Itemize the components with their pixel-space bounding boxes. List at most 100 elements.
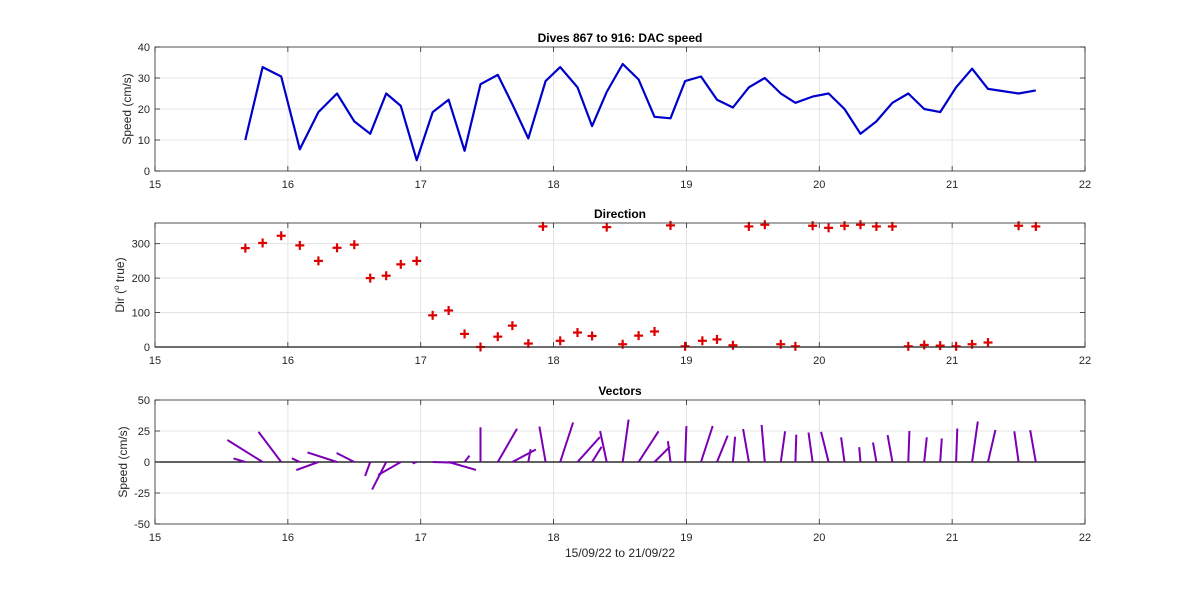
x-tick-label: 19: [680, 179, 692, 191]
direction-point: [428, 310, 438, 320]
vector-stick: [971, 421, 979, 463]
vector-stick: [295, 461, 319, 472]
direction-point: [349, 240, 359, 250]
x-tick-label: 16: [282, 355, 294, 367]
x-tick-label: 16: [282, 179, 294, 191]
speed-panel: Dives 867 to 916: DAC speed 15 16 17 18 19 20…: [120, 31, 1091, 191]
x-tick-label: 15: [149, 355, 161, 367]
direction-point: [555, 336, 565, 346]
vector-stick: [559, 422, 575, 463]
direction-point: [493, 332, 503, 342]
vector-stick: [364, 461, 372, 477]
direction-point: [412, 256, 422, 266]
speed-panel-ylabel: Speed (cm/s): [120, 73, 134, 144]
x-tick-label: 21: [946, 179, 958, 191]
direction-point: [919, 340, 929, 350]
direction-point: [523, 339, 533, 349]
direction-point: [332, 243, 342, 253]
y-tick-label: 10: [138, 135, 150, 147]
x-tick-label: 18: [547, 355, 559, 367]
y-tick-label: -50: [134, 519, 150, 531]
y-tick-label: 20: [138, 104, 150, 116]
direction-point: [871, 221, 881, 231]
vector-stick: [576, 436, 601, 463]
x-tick-label: 17: [415, 179, 427, 191]
y-tick-label: 0: [144, 457, 150, 469]
vector-stick: [700, 425, 714, 463]
direction-panel-grid: [155, 223, 1085, 347]
direction-point: [697, 336, 707, 346]
vector-stick: [233, 457, 246, 463]
x-tick-label: 21: [946, 532, 958, 544]
y-tick-label: 30: [138, 73, 150, 85]
direction-point: [634, 331, 644, 341]
vector-stick: [907, 430, 911, 463]
vector-stick: [291, 457, 301, 463]
vector-stick: [637, 430, 660, 463]
x-tick-label: 21: [946, 355, 958, 367]
y-tick-label: 200: [132, 273, 150, 285]
vector-stick: [872, 442, 878, 463]
direction-point: [572, 328, 582, 338]
direction-panel-ticks: 15 16 17 18 19 20 21 22 0 100 200 300: [132, 223, 1091, 367]
vector-stick: [377, 461, 402, 476]
direction-point: [240, 243, 250, 253]
y-tick-label: 50: [138, 395, 150, 407]
direction-point: [396, 259, 406, 269]
direction-point: [790, 341, 800, 351]
direction-scatter-series: [155, 220, 1085, 352]
vectors-panel-ticks: 15 16 17 18 19 20 21 22 -50 -25 0 25 50: [134, 395, 1091, 544]
vector-stick: [886, 434, 894, 463]
direction-point: [760, 220, 770, 230]
vector-stick: [1013, 431, 1020, 463]
direction-point: [650, 327, 660, 336]
direction-point: [903, 341, 913, 351]
y-tick-label: 0: [144, 166, 150, 178]
direction-point: [680, 341, 690, 351]
y-tick-label: -25: [134, 488, 150, 500]
vector-stick: [538, 426, 547, 463]
direction-point: [1031, 221, 1041, 231]
direction-point: [712, 334, 722, 344]
vector-stick: [653, 445, 671, 463]
ylabel-part-2: true): [113, 257, 127, 285]
vector-stick: [807, 432, 814, 463]
direction-point: [951, 341, 961, 351]
vector-stick: [336, 452, 355, 463]
y-tick-label: 300: [132, 239, 150, 251]
direction-point: [728, 340, 738, 350]
x-tick-label: 20: [813, 355, 825, 367]
speed-line: [244, 62, 1036, 162]
direction-point: [983, 338, 993, 348]
vector-stick: [760, 424, 766, 463]
vector-stick: [257, 431, 282, 463]
direction-point: [887, 221, 897, 231]
vector-stick: [955, 428, 959, 463]
direction-point: [587, 331, 597, 341]
direction-point: [744, 221, 754, 231]
vector-stick: [599, 430, 608, 463]
ylabel-degree-superscript: o: [112, 285, 121, 290]
vector-stick: [666, 440, 672, 463]
direction-point: [665, 220, 675, 230]
x-tick-label: 15: [149, 179, 161, 191]
speed-line-series: [244, 62, 1036, 162]
vector-stick: [684, 426, 688, 463]
vector-stick: [939, 438, 943, 463]
vectors-panel-ylabel: Speed (cm/s): [116, 426, 130, 497]
vector-stick: [794, 434, 798, 463]
x-tick-label: 20: [813, 532, 825, 544]
vector-stick: [742, 428, 750, 463]
vector-sticks-series: [155, 419, 1085, 491]
vector-stick: [591, 446, 603, 463]
direction-point: [538, 221, 548, 231]
ylabel-part-1: Dir (: [113, 290, 127, 313]
vectors-panel-title: Vectors: [598, 384, 642, 398]
x-tick-label: 19: [680, 355, 692, 367]
y-tick-label: 40: [138, 42, 150, 54]
speed-panel-ticks: 15 16 17 18 19 20 21 22 0 10 20 30 40: [138, 42, 1091, 191]
direction-point: [935, 341, 945, 351]
direction-point: [507, 321, 517, 331]
vector-stick: [412, 461, 418, 465]
